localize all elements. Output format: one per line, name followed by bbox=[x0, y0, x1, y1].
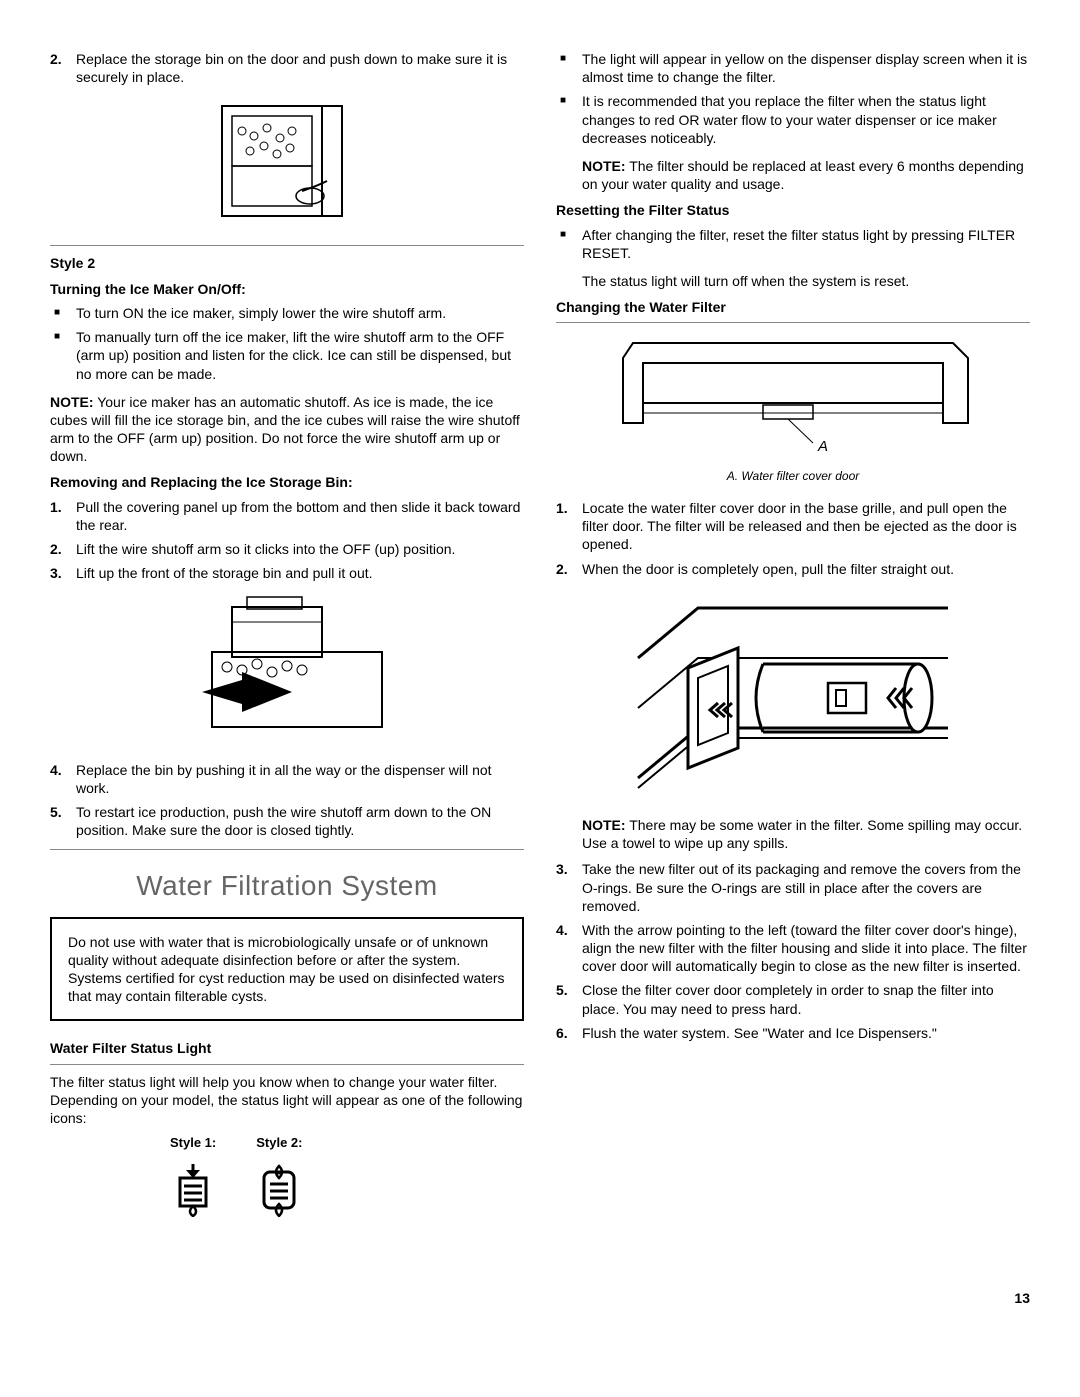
note-turning: NOTE: Your ice maker has an automatic sh… bbox=[50, 393, 524, 466]
style1-col: Style 1: bbox=[170, 1135, 216, 1221]
style-icons-row: Style 1: Style 2: bbox=[50, 1135, 524, 1221]
list-item: 2.Lift the wire shutoff arm so it clicks… bbox=[50, 540, 524, 558]
figure-filter-pull bbox=[556, 588, 1030, 802]
status-paragraph: The filter status light will help you kn… bbox=[50, 1073, 524, 1128]
page-number: 13 bbox=[50, 1289, 1030, 1307]
svg-text:A: A bbox=[817, 438, 828, 455]
list-item: To turn ON the ice maker, simply lower t… bbox=[50, 304, 524, 322]
list-item: The light will appear in yellow on the d… bbox=[556, 50, 1030, 86]
list-reset: After changing the filter, reset the fil… bbox=[556, 226, 1030, 262]
divider bbox=[50, 849, 524, 850]
list-item: After changing the filter, reset the fil… bbox=[556, 226, 1030, 262]
reset-paragraph: The status light will turn off when the … bbox=[556, 272, 1030, 290]
style2-icon-label: Style 2: bbox=[256, 1135, 302, 1152]
text: Replace the storage bin on the door and … bbox=[76, 51, 507, 85]
figure-caption: A. Water filter cover door bbox=[556, 469, 1030, 485]
divider bbox=[50, 245, 524, 246]
right-column: The light will appear in yellow on the d… bbox=[556, 50, 1030, 1229]
list-item: 3.Lift up the front of the storage bin a… bbox=[50, 564, 524, 582]
figure-ice-bin-door bbox=[50, 96, 524, 230]
list-item: 2.Replace the storage bin on the door an… bbox=[50, 50, 524, 86]
heading-turning: Turning the Ice Maker On/Off: bbox=[50, 280, 524, 298]
divider bbox=[556, 322, 1030, 323]
divider bbox=[50, 1064, 524, 1065]
list-change-36: 3.Take the new filter out of its packagi… bbox=[556, 860, 1030, 1042]
note-mid: NOTE: There may be some water in the fil… bbox=[556, 816, 1030, 852]
style2-col: Style 2: bbox=[256, 1135, 302, 1221]
warning-box: Do not use with water that is microbiolo… bbox=[50, 917, 524, 1022]
list-item: 3.Take the new filter out of its packagi… bbox=[556, 860, 1030, 915]
section-title: Water Filtration System bbox=[50, 868, 524, 904]
list-item: To manually turn off the ice maker, lift… bbox=[50, 328, 524, 383]
heading-removing: Removing and Replacing the Ice Storage B… bbox=[50, 473, 524, 491]
style1-label: Style 1: bbox=[170, 1135, 216, 1152]
list-item: 1.Pull the covering panel up from the bo… bbox=[50, 498, 524, 534]
list-item: 5.To restart ice production, push the wi… bbox=[50, 803, 524, 839]
list-step2: 2.Replace the storage bin on the door an… bbox=[50, 50, 524, 86]
list-removing-2: 4.Replace the bin by pushing it in all t… bbox=[50, 761, 524, 840]
list-item: 4.With the arrow pointing to the left (t… bbox=[556, 921, 1030, 976]
list-change-12: 1.Locate the water filter cover door in … bbox=[556, 499, 1030, 578]
filter-icon-style1 bbox=[172, 1162, 214, 1217]
list-item: 2.When the door is completely open, pull… bbox=[556, 560, 1030, 578]
note-top: NOTE: The filter should be replaced at l… bbox=[556, 157, 1030, 193]
list-item: It is recommended that you replace the f… bbox=[556, 92, 1030, 147]
list-item: 4.Replace the bin by pushing it in all t… bbox=[50, 761, 524, 797]
left-column: 2.Replace the storage bin on the door an… bbox=[50, 50, 524, 1229]
list-removing-1: 1.Pull the covering panel up from the bo… bbox=[50, 498, 524, 583]
list-item: 6.Flush the water system. See "Water and… bbox=[556, 1024, 1030, 1042]
list-top-bullets: The light will appear in yellow on the d… bbox=[556, 50, 1030, 147]
heading-resetting: Resetting the Filter Status bbox=[556, 201, 1030, 219]
heading-style2: Style 2 bbox=[50, 254, 524, 272]
figure-ice-bin-removal bbox=[50, 592, 524, 746]
figure-filter-cover-door: A A. Water filter cover door bbox=[556, 333, 1030, 485]
heading-status-light: Water Filter Status Light bbox=[50, 1039, 524, 1057]
filter-icon-style2 bbox=[258, 1162, 300, 1217]
list-item: 1.Locate the water filter cover door in … bbox=[556, 499, 1030, 554]
heading-changing: Changing the Water Filter bbox=[556, 298, 1030, 316]
list-item: 5.Close the filter cover door completely… bbox=[556, 981, 1030, 1017]
list-turning: To turn ON the ice maker, simply lower t… bbox=[50, 304, 524, 383]
warning-text: Do not use with water that is microbiolo… bbox=[68, 934, 505, 1005]
